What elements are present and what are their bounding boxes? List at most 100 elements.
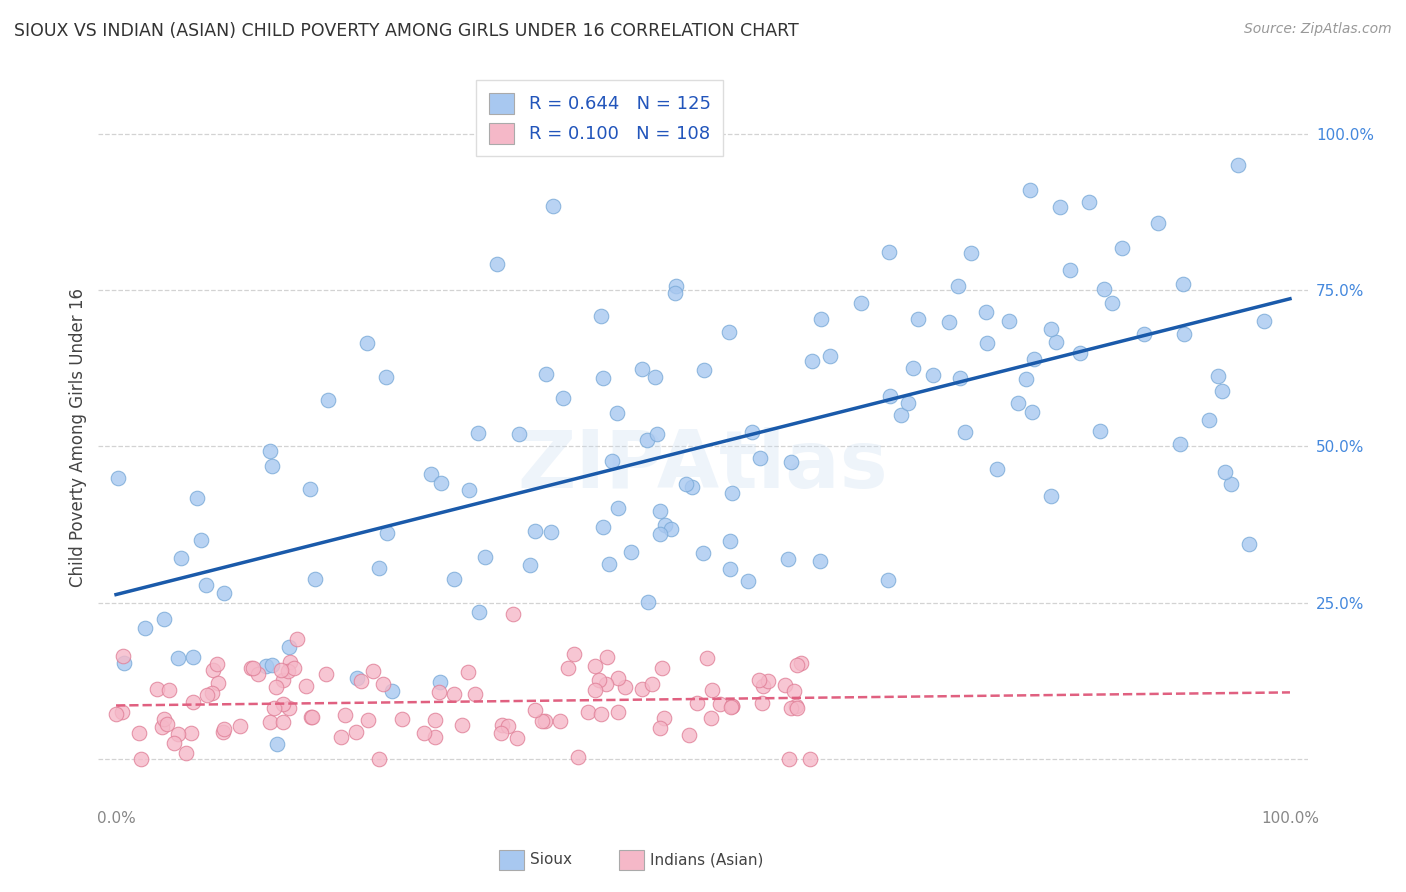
- Point: [1211, 384, 1233, 398]
- Point: [1168, 437, 1191, 451]
- Point: [413, 726, 436, 740]
- Point: [540, 524, 562, 539]
- Point: [800, 354, 823, 368]
- Point: [1226, 158, 1249, 172]
- Point: [665, 278, 688, 293]
- Point: [457, 665, 479, 679]
- Point: [648, 721, 671, 735]
- Point: [301, 710, 323, 724]
- Point: [799, 752, 821, 766]
- Point: [367, 752, 389, 766]
- Point: [285, 632, 308, 647]
- Point: [259, 443, 281, 458]
- Point: [548, 714, 571, 728]
- Point: [202, 663, 225, 677]
- Point: [654, 517, 676, 532]
- Point: [186, 491, 208, 506]
- Point: [375, 525, 398, 540]
- Point: [756, 673, 779, 688]
- Point: [1101, 295, 1123, 310]
- Point: [636, 434, 658, 448]
- Point: [946, 278, 969, 293]
- Point: [273, 673, 295, 687]
- Point: [425, 731, 447, 745]
- Point: [247, 666, 270, 681]
- Point: [152, 612, 174, 626]
- Point: [1040, 322, 1063, 336]
- Point: [150, 720, 173, 734]
- Point: [167, 727, 190, 741]
- Point: [876, 573, 898, 587]
- Point: [1146, 216, 1168, 230]
- Point: [721, 698, 744, 713]
- Point: [180, 726, 202, 740]
- Point: [607, 500, 630, 515]
- Point: [1018, 183, 1040, 197]
- Point: [1208, 369, 1230, 384]
- Point: [1015, 372, 1038, 386]
- Point: [183, 649, 205, 664]
- Point: [524, 702, 547, 716]
- Point: [808, 554, 831, 568]
- Point: [960, 246, 983, 260]
- Point: [1039, 489, 1062, 503]
- Point: [153, 712, 176, 726]
- Point: [696, 651, 718, 665]
- Point: [427, 685, 450, 699]
- Point: [259, 714, 281, 729]
- Point: [368, 561, 391, 575]
- Point: [606, 672, 628, 686]
- Point: [974, 305, 997, 319]
- Point: [849, 295, 872, 310]
- Point: [373, 677, 395, 691]
- Point: [583, 658, 606, 673]
- Point: [737, 574, 759, 588]
- Point: [1024, 351, 1046, 366]
- Point: [264, 680, 287, 694]
- Point: [955, 425, 977, 440]
- Point: [357, 714, 380, 728]
- Point: [266, 737, 288, 751]
- Point: [718, 562, 741, 576]
- Point: [595, 677, 617, 691]
- Point: [1088, 424, 1111, 438]
- Point: [508, 426, 530, 441]
- Point: [879, 244, 901, 259]
- Point: [201, 685, 224, 699]
- Point: [606, 705, 628, 719]
- Point: [260, 657, 283, 672]
- Point: [443, 687, 465, 701]
- Point: [1133, 326, 1156, 341]
- Y-axis label: Child Poverty Among Girls Under 16: Child Poverty Among Girls Under 16: [69, 287, 87, 587]
- Point: [783, 684, 806, 698]
- Point: [356, 335, 378, 350]
- Point: [502, 607, 524, 621]
- Point: [174, 747, 197, 761]
- Point: [583, 682, 606, 697]
- Point: [692, 546, 714, 560]
- Point: [780, 455, 803, 469]
- Point: [897, 396, 920, 410]
- Point: [718, 325, 741, 339]
- Point: [489, 725, 512, 739]
- Point: [391, 712, 413, 726]
- Point: [720, 700, 742, 714]
- Point: [485, 257, 508, 271]
- Point: [262, 458, 284, 473]
- Point: [156, 716, 179, 731]
- Point: [1198, 413, 1220, 427]
- Point: [429, 475, 451, 490]
- Point: [457, 483, 479, 498]
- Point: [1173, 277, 1195, 292]
- Point: [344, 724, 367, 739]
- Point: [496, 719, 519, 733]
- Point: [128, 725, 150, 739]
- Point: [780, 701, 803, 715]
- Point: [134, 621, 156, 635]
- Point: [467, 605, 489, 619]
- Point: [659, 522, 682, 536]
- Point: [748, 451, 770, 466]
- Point: [1021, 405, 1043, 419]
- Point: [375, 370, 398, 384]
- Point: [157, 683, 180, 698]
